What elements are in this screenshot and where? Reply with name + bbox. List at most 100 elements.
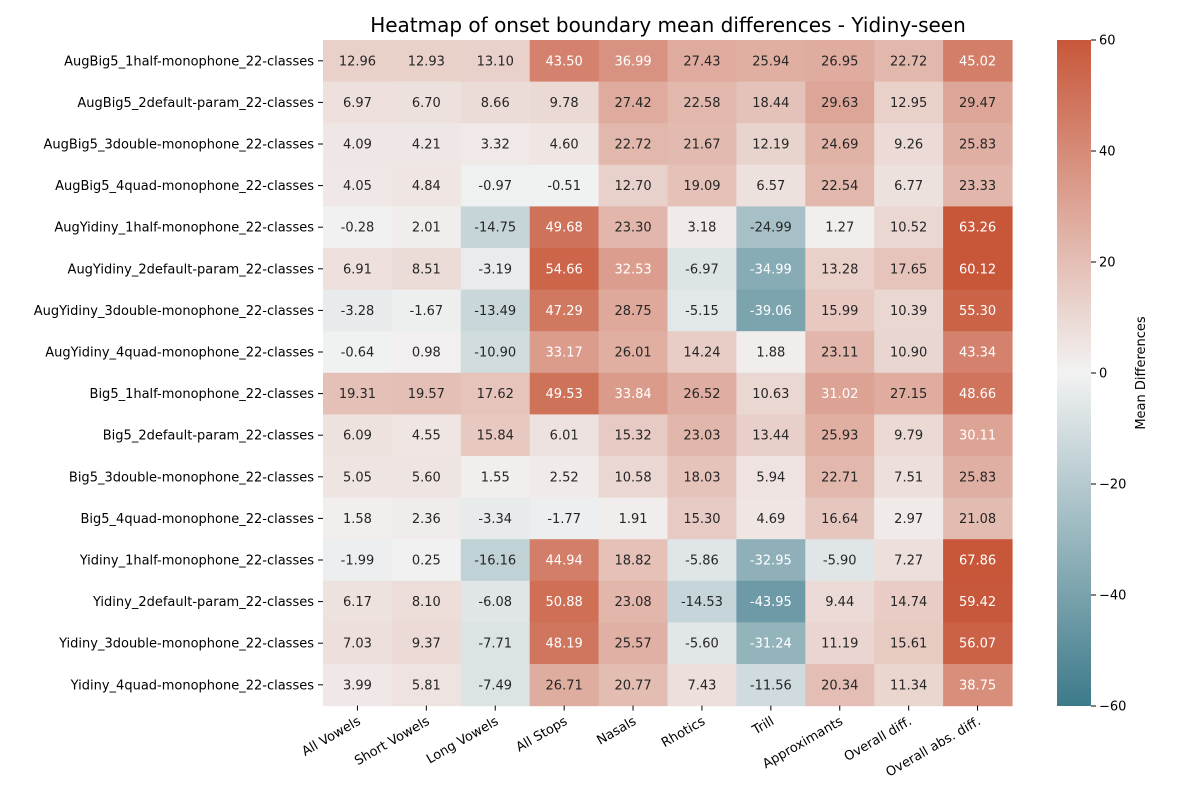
heatmap-cell [529,414,600,457]
heatmap-cell [529,456,600,499]
cell-value-label: 18.44 [752,96,789,111]
cell-value-label: 12.93 [408,54,445,69]
heatmap-cell [736,414,806,457]
cell-value-label: 6.97 [343,96,372,111]
cell-value-label: 3.18 [687,221,716,236]
heatmap-cell [323,497,393,540]
heatmap-cell [736,248,806,291]
cell-value-label: 21.67 [683,138,720,153]
cell-value-label: 4.84 [412,179,441,194]
heatmap-cell [323,40,393,83]
cell-value-label: 36.99 [614,54,651,69]
cell-value-label: -6.97 [685,262,719,277]
cell-value-label: 48.19 [546,637,583,652]
cell-value-label: 19.57 [408,387,445,402]
heatmap-cell [667,289,737,332]
cell-value-label: 9.26 [894,138,923,153]
cell-value-label: 27.43 [683,54,720,69]
cell-value-label: 9.37 [412,637,441,652]
cell-value-label: 13.44 [752,429,789,444]
cell-value-label: 23.30 [614,221,651,236]
cell-value-label: 30.11 [959,429,996,444]
cell-value-label: -32.95 [750,554,792,569]
heatmap-cell [391,40,462,83]
heatmap-cell [874,539,944,582]
row-label: AugYidiny_3double-monophone_22-classes [34,304,315,319]
cell-value-label: 25.83 [959,138,996,153]
heatmap-cell [736,664,806,707]
cell-value-label: 4.05 [343,179,372,194]
cell-value-label: 5.60 [412,470,441,485]
cell-value-label: -11.56 [750,678,792,693]
cell-value-label: 1.27 [825,221,854,236]
row-label: AugYidiny_1half-monophone_22-classes [54,221,314,236]
cell-value-label: 19.31 [339,387,376,402]
heatmap-cell [667,81,737,124]
colorbar: 60 40 20 0 −20 −40 −60 [1057,34,1126,715]
cell-value-label: 48.66 [959,387,996,402]
cell-value-label: 24.69 [821,138,858,153]
cell-value-label: 4.55 [412,429,441,444]
cell-value-label: 60.12 [959,262,996,277]
cell-value-label: 1.91 [619,512,648,527]
heatmap-cell [736,40,806,83]
heatmap-cell [667,248,737,291]
cell-value-label: 63.26 [959,221,996,236]
heatmap-cell [736,580,806,623]
cell-value-label: 14.74 [890,595,927,610]
colorbar-tick-label: −20 [1099,478,1126,493]
cell-value-label: 29.63 [821,96,858,111]
heatmap-cell [529,664,600,707]
cell-value-label: 26.52 [683,387,720,402]
heatmap-cell [529,289,600,332]
heatmap-cell [874,372,944,415]
row-label: AugBig5_4quad-monophone_22-classes [55,179,314,194]
heatmap-cell [529,123,600,166]
colorbar-tick-label: 40 [1099,145,1116,160]
cell-value-label: 6.17 [343,595,372,610]
heatmap-cell [323,206,393,249]
chart-title: Heatmap of onset boundary mean differenc… [370,13,966,37]
heatmap-cell [874,164,944,207]
heatmap-cell [598,456,669,499]
cell-value-label: 13.10 [477,54,514,69]
heatmap-cell [323,289,393,332]
heatmap-cell [598,580,669,623]
cell-value-label: -3.19 [478,262,512,277]
heatmap-cell [943,497,1013,540]
row-label: AugYidiny_2default-param_22-classes [68,262,315,277]
cell-value-label: 6.01 [550,429,579,444]
heatmap-cell [874,331,944,374]
heatmap-cell [667,539,737,582]
heatmap-cell [943,664,1013,707]
heatmap-cell [391,414,462,457]
cell-value-label: 4.21 [412,138,441,153]
cell-value-label: 1.88 [756,346,785,361]
cell-value-label: 18.82 [614,554,651,569]
cell-value-label: 45.02 [959,54,996,69]
heatmap-cell [598,497,669,540]
cell-value-label: 2.97 [894,512,923,527]
colorbar-tick-label: 60 [1099,34,1116,49]
cell-value-label: 20.34 [821,678,858,693]
cell-value-label: 2.01 [412,221,441,236]
heatmap-cell [874,580,944,623]
cell-value-label: 6.77 [894,179,923,194]
heatmap-cell [874,664,944,707]
heatmap-cell [667,580,737,623]
cell-value-label: 3.99 [343,678,372,693]
row-label: AugBig5_1half-monophone_22-classes [64,54,314,69]
heatmap-cell [391,580,462,623]
heatmap-cell [874,123,944,166]
heatmap-cell [805,456,875,499]
heatmap-cell [460,497,531,540]
cell-value-label: -14.75 [474,221,516,236]
heatmap-cell [667,164,737,207]
cell-value-label: 11.19 [821,637,858,652]
heatmap-cell [805,248,875,291]
cell-value-label: 33.84 [614,387,651,402]
heatmap-cell [874,497,944,540]
cell-value-label: -0.28 [341,221,375,236]
heatmap-cell [529,331,600,374]
heatmap-cell [667,123,737,166]
